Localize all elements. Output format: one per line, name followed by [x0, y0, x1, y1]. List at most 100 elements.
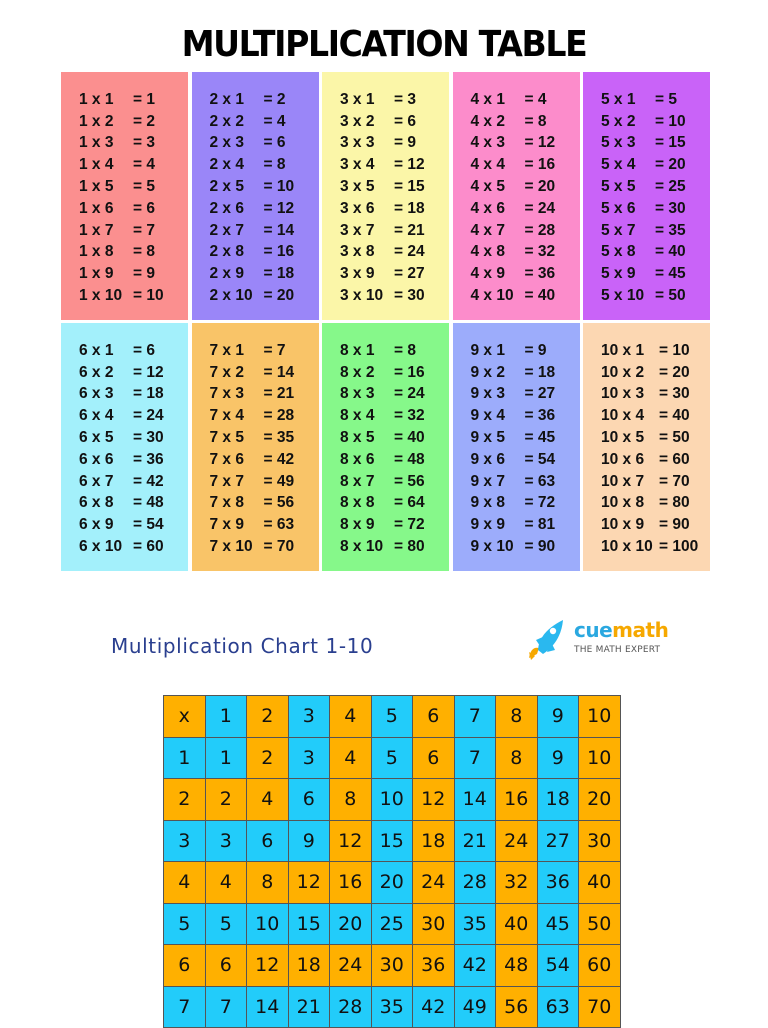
table-line: 9 x 6= 54 [471, 449, 556, 471]
table-line: 7 x 10= 70 [210, 536, 295, 558]
line-result: = 9 [394, 134, 416, 152]
line-result: = 4 [133, 156, 155, 174]
table-line: 8 x 6= 48 [340, 449, 425, 471]
line-result: = 8 [133, 243, 155, 261]
line-expression: 10 x 6 [601, 451, 659, 469]
line-expression: 7 x 3 [210, 385, 264, 403]
line-expression: 2 x 4 [210, 156, 264, 174]
line-result: = 6 [264, 134, 286, 152]
line-result: = 32 [525, 243, 556, 261]
table-line: 1 x 2= 2 [79, 111, 164, 133]
line-expression: 9 x 8 [471, 494, 525, 512]
table-line: 1 x 3= 3 [79, 133, 164, 155]
table-line: 4 x 1= 4 [471, 89, 556, 111]
product-cell: 10 [372, 779, 414, 821]
table-line: 1 x 4= 4 [79, 154, 164, 176]
line-expression: 10 x 8 [601, 494, 659, 512]
line-expression: 1 x 5 [79, 178, 133, 196]
line-result: = 63 [264, 516, 295, 534]
line-result: = 24 [394, 385, 425, 403]
header-cell: 9 [538, 696, 580, 738]
table-line: 3 x 10= 30 [340, 285, 425, 307]
row-label-cell: 3 [164, 821, 206, 863]
line-expression: 8 x 2 [340, 364, 394, 382]
table-line: 5 x 10= 50 [601, 285, 686, 307]
line-expression: 8 x 7 [340, 473, 394, 491]
line-expression: 4 x 6 [471, 200, 525, 218]
line-result: = 12 [133, 364, 164, 382]
line-expression: 2 x 8 [210, 243, 264, 261]
line-result: = 40 [659, 407, 690, 425]
line-expression: 1 x 7 [79, 222, 133, 240]
row-label-cell: 2 [164, 779, 206, 821]
line-expression: 2 x 9 [210, 265, 264, 283]
line-result: = 72 [394, 516, 425, 534]
line-expression: 1 x 8 [79, 243, 133, 261]
line-expression: 5 x 1 [601, 91, 655, 109]
table-line: 2 x 7= 14 [210, 220, 295, 242]
product-cell: 25 [372, 904, 414, 946]
line-result: = 20 [655, 156, 686, 174]
line-result: = 28 [525, 222, 556, 240]
table-line: 9 x 3= 27 [471, 384, 556, 406]
line-expression: 5 x 6 [601, 200, 655, 218]
table-line: 8 x 10= 80 [340, 536, 425, 558]
line-expression: 6 x 1 [79, 342, 133, 360]
line-result: = 81 [525, 516, 556, 534]
line-result: = 4 [264, 113, 286, 131]
line-expression: 6 x 5 [79, 429, 133, 447]
table-line: 9 x 1= 9 [471, 340, 556, 362]
table-line: 5 x 8= 40 [601, 242, 686, 264]
line-expression: 9 x 1 [471, 342, 525, 360]
product-cell: 30 [372, 945, 414, 987]
product-cell: 16 [496, 779, 538, 821]
product-cell: 42 [413, 987, 455, 1028]
product-cell: 2 [247, 738, 289, 780]
line-result: = 48 [133, 494, 164, 512]
header-cell: 6 [413, 696, 455, 738]
line-result: = 8 [525, 113, 547, 131]
product-cell: 6 [413, 738, 455, 780]
line-result: = 3 [394, 91, 416, 109]
table-line: 6 x 9= 54 [79, 514, 164, 536]
table-line: 10 x 2= 20 [601, 362, 698, 384]
table-line: 10 x 6= 60 [601, 449, 698, 471]
line-expression: 3 x 2 [340, 113, 394, 131]
line-result: = 10 [264, 178, 295, 196]
table-line: 9 x 9= 81 [471, 514, 556, 536]
line-result: = 54 [133, 516, 164, 534]
line-expression: 2 x 1 [210, 91, 264, 109]
table-line: 10 x 5= 50 [601, 427, 698, 449]
line-result: = 20 [659, 364, 690, 382]
table-line: 10 x 7= 70 [601, 471, 698, 493]
product-cell: 54 [538, 945, 580, 987]
table-line: 5 x 2= 10 [601, 111, 686, 133]
line-expression: 6 x 6 [79, 451, 133, 469]
table-line: 7 x 6= 42 [210, 449, 295, 471]
table-line: 10 x 8= 80 [601, 493, 698, 515]
product-cell: 36 [538, 862, 580, 904]
line-result: = 54 [525, 451, 556, 469]
product-cell: 6 [206, 945, 248, 987]
table-line: 4 x 3= 12 [471, 133, 556, 155]
product-cell: 1 [206, 738, 248, 780]
header-cell: 1 [206, 696, 248, 738]
table-line: 8 x 7= 56 [340, 471, 425, 493]
table-line: 2 x 10= 20 [210, 285, 295, 307]
row-label-cell: 1 [164, 738, 206, 780]
line-expression: 4 x 5 [471, 178, 525, 196]
table-line: 2 x 1= 2 [210, 89, 295, 111]
line-result: = 21 [394, 222, 425, 240]
product-cell: 63 [538, 987, 580, 1028]
line-expression: 7 x 1 [210, 342, 264, 360]
product-cell: 5 [372, 738, 414, 780]
product-cell: 3 [289, 738, 331, 780]
product-cell: 30 [579, 821, 621, 863]
table-line: 1 x 9= 9 [79, 263, 164, 285]
line-result: = 70 [659, 473, 690, 491]
line-result: = 18 [264, 265, 295, 283]
table-line: 6 x 8= 48 [79, 493, 164, 515]
